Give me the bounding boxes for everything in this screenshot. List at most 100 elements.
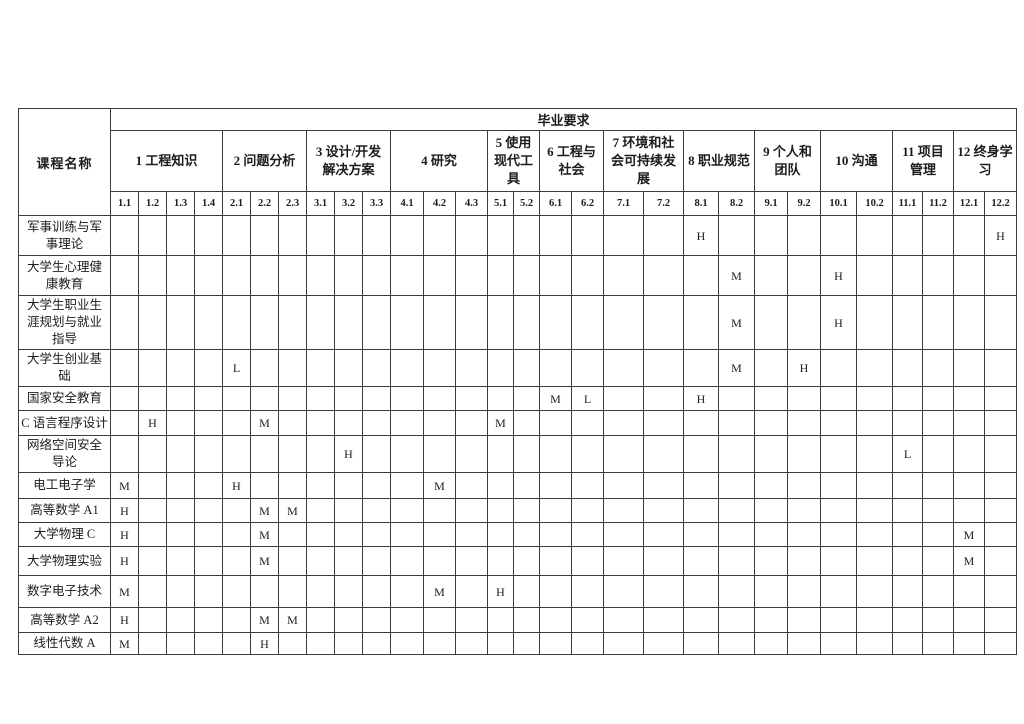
group-header-12: 12 终身学习 xyxy=(953,130,1017,192)
matrix-cell-3.2 xyxy=(334,410,363,436)
matrix-cell-8.2 xyxy=(718,632,755,655)
matrix-cell-10.1 xyxy=(820,498,857,523)
matrix-cell-1.2 xyxy=(138,522,167,547)
course-name-cell: 大学生创业基础 xyxy=(18,349,111,387)
matrix-cell-4.3 xyxy=(455,386,488,411)
matrix-cell-8.1 xyxy=(683,498,719,523)
matrix-cell-4.3 xyxy=(455,255,488,296)
sub-header-8.2: 8.2 xyxy=(718,191,755,216)
course-row: 军事训练与军事理论 H H xyxy=(18,215,1017,256)
course-row: C 语言程序设计 H M M xyxy=(18,410,1017,436)
matrix-cell-11.2 xyxy=(922,632,954,655)
matrix-cell-10.1 xyxy=(820,522,857,547)
course-row: 大学生职业生涯规划与就业指导 M H xyxy=(18,295,1017,350)
course-row: 大学生心理健康教育 M H xyxy=(18,255,1017,296)
matrix-cell-4.3 xyxy=(455,498,488,523)
matrix-cell-10.2 xyxy=(856,410,893,436)
matrix-cell-1.1 xyxy=(110,215,139,256)
matrix-cell-5.1 xyxy=(487,632,514,655)
matrix-cell-1.1: H xyxy=(110,498,139,523)
matrix-cell-11.1 xyxy=(892,546,923,576)
matrix-cell-9.2 xyxy=(787,546,821,576)
matrix-cell-1.3 xyxy=(166,215,195,256)
matrix-cell-11.2 xyxy=(922,386,954,411)
matrix-cell-10.2 xyxy=(856,546,893,576)
matrix-cell-3.1 xyxy=(306,522,335,547)
matrix-cell-2.2 xyxy=(250,472,279,499)
matrix-cell-12.1 xyxy=(953,607,985,633)
sub-header-7.1: 7.1 xyxy=(603,191,644,216)
matrix-cell-7.1 xyxy=(603,349,644,387)
matrix-cell-11.1 xyxy=(892,472,923,499)
matrix-cell-10.1 xyxy=(820,410,857,436)
matrix-cell-3.3 xyxy=(362,435,391,473)
matrix-cell-11.2 xyxy=(922,522,954,547)
matrix-cell-4.2 xyxy=(423,498,456,523)
group-header-5: 5 使用现代工具 xyxy=(487,130,540,192)
matrix-cell-1.4 xyxy=(194,435,223,473)
matrix-cell-3.1 xyxy=(306,472,335,499)
sub-header-9.1: 9.1 xyxy=(754,191,788,216)
matrix-cell-3.1 xyxy=(306,295,335,350)
matrix-cell-1.2 xyxy=(138,546,167,576)
matrix-cell-6.1 xyxy=(539,215,572,256)
matrix-cell-3.3 xyxy=(362,575,391,608)
matrix-cell-3.1 xyxy=(306,607,335,633)
matrix-cell-6.1 xyxy=(539,546,572,576)
matrix-cell-3.3 xyxy=(362,410,391,436)
matrix-cell-2.2: H xyxy=(250,632,279,655)
matrix-cell-12.1 xyxy=(953,349,985,387)
matrix-cell-6.1 xyxy=(539,255,572,296)
sub-header-8.1: 8.1 xyxy=(683,191,719,216)
matrix-cell-7.1 xyxy=(603,295,644,350)
matrix-cell-4.1 xyxy=(390,522,424,547)
matrix-cell-10.1 xyxy=(820,386,857,411)
matrix-cell-9.1 xyxy=(754,607,788,633)
matrix-cell-3.1 xyxy=(306,349,335,387)
matrix-cell-3.3 xyxy=(362,215,391,256)
matrix-cell-2.1 xyxy=(222,215,251,256)
matrix-cell-3.3 xyxy=(362,546,391,576)
matrix-cell-3.2: H xyxy=(334,435,363,473)
matrix-cell-1.3 xyxy=(166,632,195,655)
matrix-cell-3.3 xyxy=(362,295,391,350)
matrix-cell-7.1 xyxy=(603,498,644,523)
matrix-cell-12.2 xyxy=(984,522,1017,547)
course-name-cell: 数字电子技术 xyxy=(18,575,111,608)
matrix-cell-5.1 xyxy=(487,215,514,256)
matrix-cell-5.1 xyxy=(487,498,514,523)
matrix-cell-2.1 xyxy=(222,575,251,608)
matrix-cell-12.1: M xyxy=(953,522,985,547)
matrix-cell-8.1 xyxy=(683,410,719,436)
matrix-cell-3.2 xyxy=(334,255,363,296)
matrix-cell-8.2: M xyxy=(718,349,755,387)
matrix-cell-10.1 xyxy=(820,349,857,387)
matrix-cell-2.3 xyxy=(278,522,307,547)
matrix-cell-9.2 xyxy=(787,435,821,473)
matrix-cell-4.1 xyxy=(390,386,424,411)
matrix-cell-2.2 xyxy=(250,215,279,256)
sub-header-4.1: 4.1 xyxy=(390,191,424,216)
matrix-cell-7.2 xyxy=(643,607,684,633)
matrix-cell-9.1 xyxy=(754,522,788,547)
sub-header-6.2: 6.2 xyxy=(571,191,604,216)
matrix-cell-11.1 xyxy=(892,349,923,387)
matrix-cell-2.1 xyxy=(222,295,251,350)
matrix-cell-5.2 xyxy=(513,255,540,296)
matrix-cell-4.3 xyxy=(455,522,488,547)
matrix-cell-2.2 xyxy=(250,295,279,350)
sub-header-4.2: 4.2 xyxy=(423,191,456,216)
matrix-cell-2.1 xyxy=(222,522,251,547)
curriculum-matrix-container: 课程名称 毕业要求 1 工程知识 2 问题分析 3 设计/开发解决方案 4 研究 5 使… xyxy=(18,108,1017,655)
matrix-cell-3.2 xyxy=(334,472,363,499)
matrix-cell-3.2 xyxy=(334,546,363,576)
matrix-cell-2.2: M xyxy=(250,410,279,436)
matrix-cell-10.2 xyxy=(856,472,893,499)
matrix-cell-1.4 xyxy=(194,546,223,576)
matrix-cell-2.3 xyxy=(278,410,307,436)
matrix-cell-8.1 xyxy=(683,435,719,473)
matrix-cell-10.2 xyxy=(856,295,893,350)
matrix-cell-1.4 xyxy=(194,632,223,655)
matrix-cell-5.2 xyxy=(513,386,540,411)
matrix-cell-2.3 xyxy=(278,575,307,608)
